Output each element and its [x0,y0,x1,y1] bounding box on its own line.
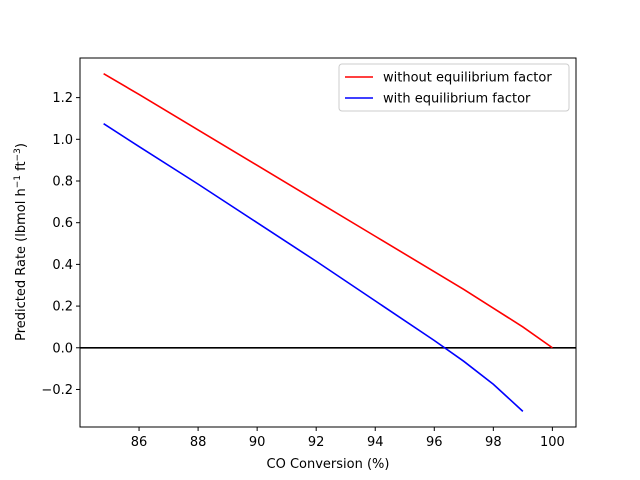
plot-frame [79,57,577,428]
y-tick-label: 0.0 [52,341,73,356]
x-axis-label: CO Conversion (%) [267,457,390,472]
y-tick-label: 0.6 [52,216,73,231]
series-line-1 [103,72,553,349]
x-tick-label: 94 [367,435,384,450]
y-tick-label: 0.8 [52,175,73,190]
y-tick-label: 0.4 [52,258,73,273]
legend-label-1: without equilibrium factor [383,71,552,86]
x-tick-label: 86 [131,435,148,450]
x-tick-label: 88 [190,435,207,450]
series-line-2 [103,122,524,412]
y-tick-label: 1.2 [52,91,73,106]
x-tick-label: 96 [426,435,443,450]
x-tick-label: 98 [485,435,502,450]
x-tick-label: 90 [249,435,266,450]
x-tick-label: 100 [540,435,565,450]
legend [338,63,570,112]
y-tick-label: −0.2 [41,383,73,398]
y-axis-label: Predicted Rate (lbmol h−1 ft−3) [13,143,29,341]
y-tick-label: 1.0 [52,133,73,148]
x-tick-label: 92 [308,435,325,450]
legend-label-2: with equilibrium factor [383,92,531,107]
y-tick-label: 0.2 [52,300,73,315]
